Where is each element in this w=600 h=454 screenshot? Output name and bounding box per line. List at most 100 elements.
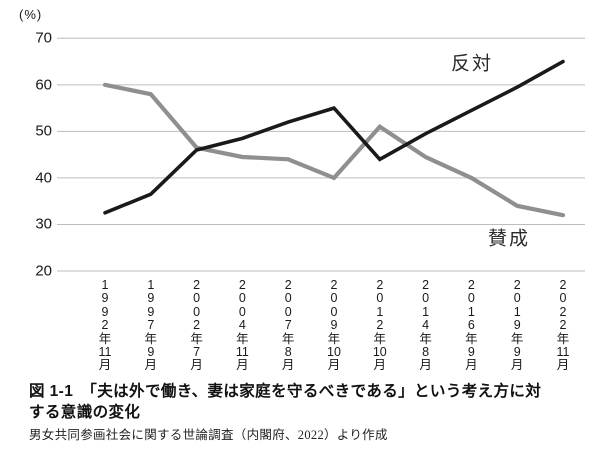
x-axis-label-char: 1 <box>101 278 109 292</box>
x-axis-label-char: 2 <box>238 278 246 292</box>
x-axis-label: 2 0 2 2 年 11 月 <box>548 278 578 373</box>
x-axis-label-char: 2 <box>559 318 567 333</box>
x-axis-label-char: 7 <box>284 318 292 333</box>
x-axis-label-char: 11 <box>556 344 570 359</box>
x-axis-label: 2 0 1 2 年 10 月 <box>365 278 395 373</box>
x-axis-label-char: 10 <box>372 344 387 359</box>
x-axis-label-char: 0 <box>513 291 521 306</box>
x-axis-label-char: 2 <box>559 304 567 319</box>
x-axis-label-char: 2 <box>193 318 201 333</box>
y-tick-label: 20 <box>35 262 52 280</box>
x-axis-label-char: 1 <box>513 304 521 319</box>
x-axis-label-char: 9 <box>147 304 155 319</box>
x-axis-label-char: 月 <box>419 358 432 373</box>
x-axis-label-char: 2 <box>101 318 109 333</box>
x-axis-label-char: 9 <box>513 318 521 333</box>
x-axis-label-char: 年 <box>190 331 203 346</box>
x-axis-label-char: 11 <box>235 344 249 359</box>
series-line-oppose <box>103 59 565 215</box>
x-axis-label-char: 月 <box>281 358 295 373</box>
y-tick-label: 30 <box>35 215 52 233</box>
x-axis-label-char: 0 <box>376 291 384 306</box>
x-axis-label-char: 0 <box>238 304 246 319</box>
x-axis-label-char: 月 <box>373 358 387 373</box>
x-axis-label-char: 年 <box>98 331 112 346</box>
x-axis-label-char: 0 <box>330 291 338 306</box>
x-axis-label: 1 9 9 2 年 11 月 <box>90 278 120 373</box>
x-axis-label-char: 2 <box>467 278 475 292</box>
x-axis-label-char: 2 <box>193 278 201 292</box>
x-axis-label-char: 7 <box>193 344 201 359</box>
x-axis-label-char: 9 <box>101 304 109 319</box>
x-axis-label-char: 6 <box>467 318 475 333</box>
x-axis-label-char: 年 <box>419 331 432 346</box>
x-axis-label-char: 年 <box>510 331 524 346</box>
y-tick-label: 50 <box>35 122 52 140</box>
x-axis-label-char: 7 <box>147 318 155 333</box>
x-axis-label-char: 年 <box>373 331 387 346</box>
x-axis-label-char: 0 <box>193 291 201 306</box>
x-axis-label-char: 9 <box>147 344 155 359</box>
x-axis-label-char: 0 <box>422 291 430 306</box>
x-axis-label-char: 月 <box>556 358 570 373</box>
x-axis-label-char: 2 <box>376 278 384 292</box>
x-axis-label-char: 月 <box>190 358 203 373</box>
x-axis-label-char: 0 <box>559 291 567 306</box>
x-axis-label-char: 0 <box>284 304 292 319</box>
x-axis-label-char: 月 <box>327 358 341 373</box>
x-axis-label-char: 9 <box>147 291 155 306</box>
x-axis-label-char: 0 <box>284 291 292 306</box>
x-axis-label-char: 1 <box>422 304 430 319</box>
x-axis-label-char: 8 <box>284 344 292 359</box>
x-axis-label: 2 0 0 4 年 11 月 <box>227 278 257 373</box>
x-axis-label-char: 月 <box>98 358 112 373</box>
x-axis-label-char: 年 <box>144 331 158 346</box>
plot-area <box>57 37 585 272</box>
caption-line-2: する意識の変化 <box>29 403 141 421</box>
x-axis-label-char: 9 <box>467 344 475 359</box>
x-axis-label-char: 4 <box>422 318 430 333</box>
x-axis-label-char: 2 <box>513 278 521 292</box>
x-axis-label-char: 月 <box>465 358 478 373</box>
x-axis-label-char: 月 <box>144 358 158 373</box>
x-axis-label-char: 年 <box>236 331 249 346</box>
x-axis-label-char: 年 <box>556 331 570 346</box>
x-axis-label-char: 2 <box>559 278 567 292</box>
x-axis-label-char: 月 <box>236 358 249 373</box>
x-axis-label: 2 0 0 9 年 10 月 <box>319 278 349 373</box>
x-axis-label-char: 4 <box>238 318 246 333</box>
x-axis-label-char: 9 <box>330 318 338 333</box>
x-axis-label-char: 2 <box>330 278 338 292</box>
x-axis-label-char: 9 <box>513 344 521 359</box>
y-tick-label: 70 <box>35 29 52 47</box>
y-axis-unit-label: (%) <box>19 7 43 22</box>
figure-source: 男女共同参画社会に関する世論調査（内閣府、2022）より作成 <box>29 428 388 442</box>
figure-caption: 図 1-1 「夫は外で働き、妻は家庭を守るべきである」という考え方に対 する意識… <box>29 382 579 423</box>
series-line-agree <box>102 82 566 218</box>
x-axis-label-char: 1 <box>376 304 384 319</box>
series-label-oppose: 反対 <box>450 53 494 75</box>
x-axis-label-char: 年 <box>327 331 341 346</box>
x-axis-label-char: 1 <box>147 278 155 292</box>
x-axis-label-char: 0 <box>467 291 475 306</box>
x-axis-label-char: 2 <box>284 278 292 292</box>
x-axis-label-char: 9 <box>101 291 109 306</box>
x-axis-label-char: 0 <box>193 304 201 319</box>
x-axis-label-char: 月 <box>510 358 524 373</box>
x-axis-label-char: 2 <box>376 318 384 333</box>
x-axis-label-char: 年 <box>465 331 478 346</box>
x-axis-label-char: 8 <box>422 344 430 359</box>
x-axis-label-char: 2 <box>422 278 430 292</box>
y-tick-label: 60 <box>35 76 52 94</box>
x-axis-label-char: 0 <box>238 291 246 306</box>
x-axis-label-char: 1 <box>467 304 475 319</box>
x-axis-label-char: 年 <box>281 331 295 346</box>
x-axis-label-char: 11 <box>98 344 112 359</box>
